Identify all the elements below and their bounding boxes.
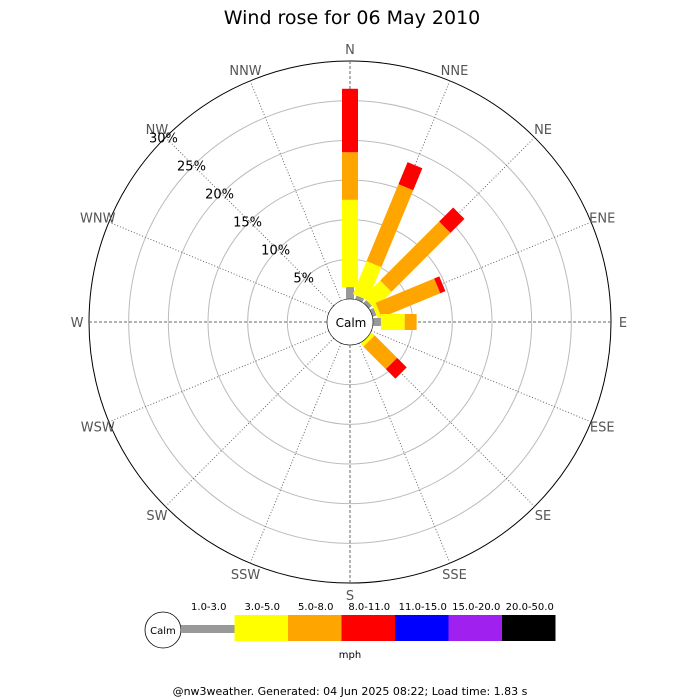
legend-calm-label: Calm	[150, 626, 176, 637]
legend-swatch	[181, 625, 235, 633]
direction-label: NW	[146, 123, 169, 138]
spoke-line	[108, 330, 329, 423]
spoke-line	[108, 221, 329, 314]
ring-label: 30%	[149, 131, 178, 146]
ring-label: 15%	[233, 216, 262, 231]
legend-swatch	[502, 615, 556, 641]
wind-bar-segment	[398, 162, 423, 191]
direction-label: N	[345, 43, 355, 58]
wind-bar-segment	[369, 307, 377, 317]
direction-label: S	[346, 589, 354, 604]
legend-unit: mph	[339, 650, 361, 661]
legend-bin-label: 3.0-5.0	[245, 602, 280, 613]
direction-label: E	[619, 316, 627, 331]
wind-bar-segment	[346, 287, 354, 299]
direction-label: ESE	[590, 420, 615, 435]
direction-label: NNW	[229, 64, 261, 79]
wind-bar-segment	[342, 152, 358, 200]
wind-bar-segment	[385, 357, 407, 379]
direction-label: WSW	[81, 420, 115, 435]
ring-label: 10%	[261, 244, 290, 259]
legend-swatch	[234, 615, 288, 641]
wind-bar-segment	[360, 332, 375, 347]
spoke-line	[358, 343, 451, 564]
ring-label: 25%	[177, 159, 206, 174]
legend-bin-label: 1.0-3.0	[191, 602, 226, 613]
legend-bin-label: 15.0-20.0	[452, 602, 500, 613]
spoke-line	[249, 80, 342, 301]
legend-bin-label: 5.0-8.0	[298, 602, 333, 613]
ring-label: 5%	[293, 272, 314, 287]
wind-bar-segment	[371, 302, 382, 320]
wind-bar-segment	[363, 280, 392, 309]
direction-label: ENE	[589, 212, 615, 227]
wind-bar-segment	[439, 207, 465, 233]
wind-bar-segment	[434, 276, 446, 294]
wind-bar-segment	[404, 314, 417, 330]
direction-label: NE	[534, 123, 552, 138]
wind-bar-segment	[342, 88, 358, 153]
legend-swatch	[395, 615, 449, 641]
direction-label: WNW	[80, 212, 116, 227]
direction-label: SW	[146, 509, 167, 524]
wind-bar-segment	[375, 278, 441, 318]
spoke-line	[371, 330, 592, 423]
spoke-line	[165, 137, 335, 307]
wind-bar-segment	[363, 335, 398, 370]
spoke-line	[165, 337, 335, 507]
wind-bar-segment	[380, 314, 405, 330]
direction-label: SSW	[231, 568, 261, 583]
legend-bin-label: 11.0-15.0	[399, 602, 447, 613]
calm-label: Calm	[336, 316, 367, 330]
legend-bin-label: 8.0-11.0	[348, 602, 390, 613]
ring-labels: 5%10% 15% 20% 25% 30%	[149, 131, 314, 286]
wind-bar-segment	[342, 199, 358, 288]
calm-circle-group: Calm	[326, 298, 374, 346]
legend-swatch	[448, 615, 502, 641]
wind-bars	[342, 88, 465, 379]
wind-bar-segment	[380, 221, 451, 292]
wind-bar-segment	[363, 300, 372, 309]
calm-circle	[326, 298, 374, 346]
wind-bar-segment	[366, 184, 414, 268]
legend: Calm 1.0-3.0 3.0-5.0 5.0-8.0 8.0-11.0 11.0-15…	[144, 602, 556, 661]
spoke-line	[249, 343, 342, 564]
direction-labels: N NNE NE ENE E ESE SE SSE S SSW SW WSW W WNW NW NNW	[71, 43, 628, 604]
wind-bar-segment	[372, 318, 381, 326]
ring-label: 20%	[205, 188, 234, 203]
wind-bar-segment	[352, 261, 382, 301]
direction-label: W	[71, 316, 84, 331]
legend-swatch	[288, 615, 342, 641]
chart-title: Wind rose for 06 May 2010	[224, 7, 481, 29]
direction-label: SE	[535, 509, 551, 524]
direction-label: SSE	[442, 568, 467, 583]
footer-text: @nw3weather. Generated: 04 Jun 2025 08:2…	[173, 685, 528, 698]
wind-bar-segment	[355, 295, 365, 303]
legend-swatch	[341, 615, 395, 641]
legend-bin-label: 20.0-50.0	[506, 602, 554, 613]
direction-label: NNE	[441, 64, 469, 79]
